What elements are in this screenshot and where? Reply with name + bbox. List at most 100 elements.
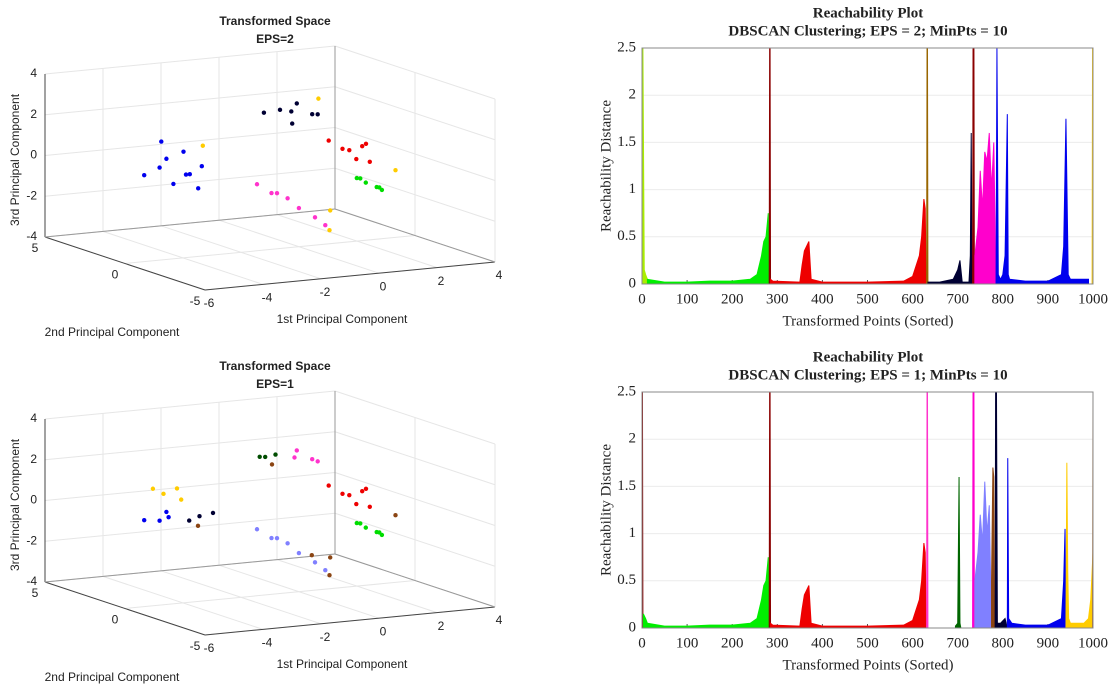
x-tick-label: 100: [676, 635, 699, 651]
point: [360, 488, 365, 494]
point: [179, 497, 184, 502]
point: [187, 172, 192, 177]
y-tick-label: 0: [112, 268, 119, 282]
point: [379, 187, 385, 193]
area: [994, 391, 1008, 629]
point: [326, 483, 331, 488]
point: [354, 520, 359, 526]
point: [310, 111, 315, 117]
x-axis-label: Transformed Points (Sorted): [782, 657, 953, 673]
z-tick-label: -2: [26, 188, 37, 202]
y-axis-label: 2nd Principal Component: [45, 325, 180, 339]
grid-line: [44, 45, 336, 75]
z-tick-label: -4: [26, 574, 37, 588]
z-tick-label: 0: [30, 148, 37, 162]
point: [161, 491, 166, 497]
grid-line: [334, 431, 496, 486]
point: [277, 107, 283, 113]
point: [269, 462, 275, 467]
point: [312, 215, 318, 220]
point: [164, 509, 169, 515]
point: [200, 143, 205, 148]
point: [296, 550, 302, 556]
y-tick-label: -5: [190, 294, 201, 308]
x-tick-label: 900: [1037, 291, 1060, 307]
z-tick-label: 4: [30, 66, 37, 80]
grid-line: [334, 127, 496, 181]
y-tick-label: 2.5: [617, 383, 636, 399]
x-tick-label: -2: [320, 285, 331, 299]
x-tick-label: 0: [638, 635, 646, 651]
x-tick-label: 0: [638, 291, 646, 307]
area: [926, 47, 929, 285]
chart-title: Transformed Space: [219, 359, 331, 373]
x-tick-label: -6: [204, 296, 215, 310]
y-tick-label: 0.5: [617, 228, 636, 244]
x-tick-label: 4: [496, 268, 503, 282]
z-tick-label: 4: [30, 411, 37, 425]
x-tick-label: -2: [320, 630, 331, 644]
point: [327, 228, 332, 233]
y-tick-label: 1.5: [617, 134, 636, 150]
point: [269, 535, 274, 541]
grid-line: [44, 512, 336, 542]
x-tick-label: 500: [856, 635, 879, 651]
y-tick-label: 1: [629, 181, 637, 197]
area: [954, 476, 962, 629]
area: [770, 198, 927, 285]
area: [768, 391, 772, 629]
point: [315, 112, 320, 117]
z-tick-label: -2: [26, 533, 37, 547]
grid-line: [334, 390, 496, 445]
box-edge: [334, 553, 496, 608]
area: [991, 467, 996, 629]
point: [310, 456, 315, 462]
chart-title: Reachability Plot: [813, 349, 923, 365]
area: [974, 132, 997, 285]
y-tick-label: 0: [112, 613, 119, 627]
x-tick-label: 800: [992, 291, 1015, 307]
grid-line: [44, 86, 336, 116]
x-tick-label: 900: [1037, 635, 1060, 651]
z-axis-label: 3rd Principal Component: [8, 93, 22, 226]
point: [166, 514, 171, 520]
x-tick-label: 600: [901, 635, 924, 651]
point: [285, 541, 290, 546]
grid-line: [124, 580, 416, 609]
point: [171, 181, 176, 187]
point: [340, 146, 345, 151]
point: [354, 156, 359, 162]
point: [328, 208, 333, 213]
point: [159, 139, 164, 144]
point: [195, 523, 201, 529]
area: [972, 47, 975, 285]
point: [393, 168, 398, 173]
x-axis-label: 1st Principal Component: [277, 312, 408, 326]
point: [289, 109, 294, 114]
grid-line: [334, 472, 496, 526]
plot-frame: [641, 47, 1094, 285]
y-tick-label: 0.5: [617, 572, 636, 588]
point: [187, 518, 192, 523]
point: [164, 156, 169, 161]
chart-subtitle: EPS=1: [256, 377, 294, 391]
point: [290, 121, 295, 126]
point: [363, 180, 368, 185]
point: [150, 486, 156, 491]
point: [296, 205, 302, 211]
x-tick-label: 400: [811, 635, 834, 651]
y-tick-label: 1.5: [617, 478, 636, 494]
area: [1006, 458, 1067, 629]
x-axis-label: 1st Principal Component: [277, 657, 408, 671]
point: [363, 486, 369, 491]
y-tick-label: -5: [190, 639, 201, 653]
point: [309, 552, 314, 558]
x-tick-label: 300: [766, 635, 789, 651]
x-tick-label: 4: [496, 613, 503, 627]
point: [363, 141, 369, 146]
area: [646, 213, 770, 285]
point: [312, 560, 318, 565]
x-tick-label: 0: [380, 624, 387, 638]
y-tick-label: 2: [629, 431, 637, 447]
